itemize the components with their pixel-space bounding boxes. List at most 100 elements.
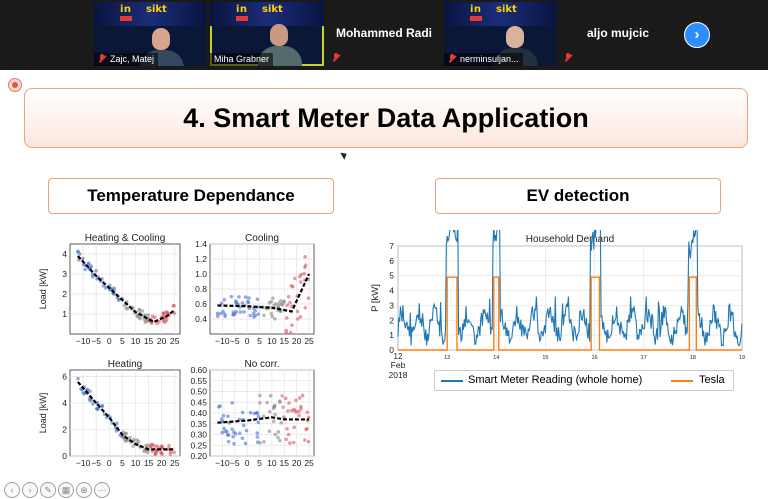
scatter-point bbox=[262, 313, 266, 318]
y-tick-label: 6 bbox=[62, 372, 67, 382]
scatter-point bbox=[299, 407, 303, 411]
scatter-point bbox=[292, 425, 296, 430]
banner-flag bbox=[120, 16, 132, 21]
scatter-point bbox=[256, 312, 261, 316]
x-tick-label: 20 bbox=[292, 336, 302, 346]
scatter-point bbox=[150, 314, 155, 319]
participant-mic bbox=[564, 50, 576, 64]
participant-name: Mohammed Radi bbox=[335, 26, 432, 40]
scatter-point bbox=[252, 315, 256, 319]
scatter-point bbox=[115, 421, 119, 426]
scatter-point bbox=[255, 411, 259, 416]
chart-legend: Smart Meter Reading (whole home) Tesla bbox=[434, 370, 734, 391]
y-tick-label: 0.30 bbox=[190, 430, 207, 440]
scatter-point bbox=[244, 428, 249, 433]
y-tick-label: 0 bbox=[62, 451, 67, 461]
participant-tile-nermin[interactable]: in sikt nerminsuljan... bbox=[444, 2, 556, 66]
recording-icon[interactable] bbox=[8, 78, 22, 92]
scatter-point bbox=[292, 407, 296, 412]
scatter-point bbox=[290, 323, 294, 327]
scatter-point bbox=[234, 309, 239, 314]
scatter-point bbox=[215, 311, 220, 316]
event-banner bbox=[94, 2, 206, 26]
scatter-point bbox=[95, 277, 99, 281]
banner-flag bbox=[470, 16, 482, 21]
scatter-point bbox=[270, 314, 274, 319]
zoom-icon[interactable]: ⊕ bbox=[76, 482, 92, 498]
scatter-point bbox=[240, 436, 245, 440]
pen-icon[interactable]: ✎ bbox=[40, 482, 56, 498]
x-tick-label: 15 bbox=[542, 355, 548, 361]
scatter-point bbox=[297, 396, 302, 400]
banner-logo-b: sikt bbox=[262, 4, 283, 15]
scatter-point bbox=[91, 402, 95, 406]
scatter-point bbox=[138, 316, 143, 321]
y-tick-label: 0.6 bbox=[195, 299, 207, 309]
scatter-point bbox=[153, 444, 157, 448]
scatter-point bbox=[171, 303, 176, 308]
x-tick-label: 10 bbox=[267, 458, 277, 468]
participant-tile-zajc[interactable]: in sikt Zajc, Matej bbox=[94, 2, 206, 66]
scatter-point bbox=[273, 316, 277, 321]
scatter-point bbox=[271, 296, 275, 301]
previous-slide-icon[interactable]: ‹ bbox=[4, 482, 20, 498]
scatter-point bbox=[162, 320, 167, 324]
x-tick-label: 18 bbox=[690, 355, 696, 361]
scatter-point bbox=[306, 296, 311, 300]
scatter-point bbox=[168, 449, 173, 454]
slide-title: 4. Smart Meter Data Application bbox=[24, 88, 748, 148]
x-tick-label: −10 bbox=[76, 458, 91, 468]
x-tick-label: 5 bbox=[120, 458, 125, 468]
y-tick-label: 7 bbox=[389, 241, 394, 251]
scatter-point bbox=[255, 431, 260, 435]
scatter-point bbox=[258, 441, 262, 445]
scatter-point bbox=[305, 426, 309, 431]
scatter-point bbox=[102, 412, 107, 417]
scatter-point bbox=[90, 274, 95, 279]
scatter-point bbox=[96, 407, 100, 411]
x-tick-label: 12 bbox=[394, 352, 403, 361]
scatter-point bbox=[144, 443, 148, 448]
y-tick-label: 0 bbox=[389, 345, 394, 355]
scatter-point bbox=[142, 449, 146, 454]
x-tick-label: 25 bbox=[304, 458, 314, 468]
x-tick-label: −10 bbox=[76, 336, 91, 346]
legend-label-tesla: Tesla bbox=[699, 374, 725, 386]
y-tick-label: 1.0 bbox=[195, 269, 207, 279]
scatter-point bbox=[276, 430, 281, 434]
scatter-point bbox=[291, 440, 296, 445]
participant-tile-miha[interactable]: in sikt Miha Grabner bbox=[210, 2, 324, 66]
scatter-point bbox=[253, 308, 258, 313]
scatter-point bbox=[282, 299, 287, 304]
scatter-point bbox=[286, 432, 291, 437]
legend-swatch-meter bbox=[441, 380, 463, 382]
x-tick-label: 5 bbox=[257, 458, 262, 468]
x-tick-label: 5 bbox=[257, 336, 262, 346]
banner-logo: in bbox=[236, 4, 248, 15]
scatter-point bbox=[283, 396, 288, 401]
scatter-point bbox=[232, 430, 236, 434]
scatter-point bbox=[238, 431, 242, 436]
legend-label-meter: Smart Meter Reading (whole home) bbox=[468, 374, 643, 386]
section-temperature: Temperature Dependance bbox=[48, 178, 334, 214]
next-slide-icon[interactable]: › bbox=[22, 482, 38, 498]
more-options-icon[interactable]: ⋯ bbox=[94, 482, 110, 498]
scatter-point bbox=[128, 435, 132, 440]
x-tick-label: 25 bbox=[170, 336, 180, 346]
scatter-point bbox=[94, 269, 98, 273]
scatter-point bbox=[256, 420, 261, 425]
participant-tile-aljo[interactable]: aljo mujcic bbox=[560, 2, 676, 66]
x-tick-label: 15 bbox=[144, 458, 154, 468]
scatter-point bbox=[278, 309, 283, 314]
y-tick-label: 0.60 bbox=[190, 365, 207, 375]
x-tick-label: 17 bbox=[641, 355, 647, 361]
y-tick-label: 0.50 bbox=[190, 387, 207, 397]
slides-grid-icon[interactable]: ▦ bbox=[58, 482, 74, 498]
next-participants-button[interactable]: › bbox=[684, 22, 710, 48]
scatter-point bbox=[269, 311, 274, 316]
scatter-point bbox=[294, 398, 298, 403]
participant-tile-mohammed[interactable]: Mohammed Radi bbox=[328, 2, 440, 66]
x-tick-label: 19 bbox=[739, 355, 745, 361]
scatter-point bbox=[221, 309, 225, 314]
scatter-point bbox=[262, 439, 266, 444]
